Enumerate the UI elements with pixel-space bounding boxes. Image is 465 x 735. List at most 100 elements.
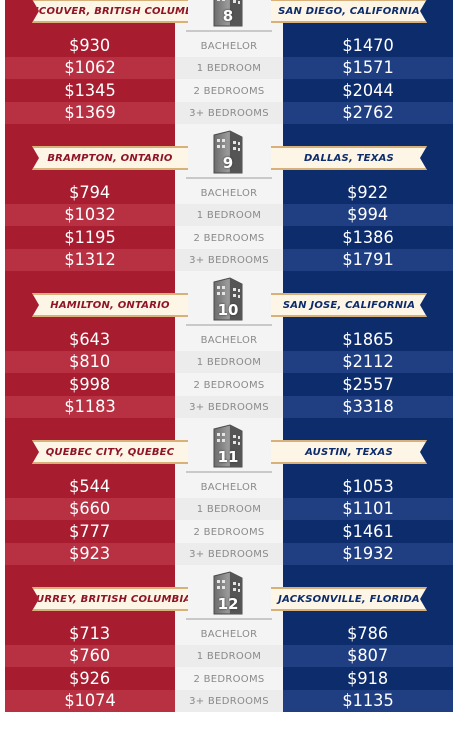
category-cell: 2 BEDROOMS (175, 374, 283, 396)
unit-type-label: 3+ BEDROOMS (189, 401, 269, 413)
unit-type-label: 2 BEDROOMS (193, 232, 265, 244)
usa-city-banner: SAN JOSE, CALIFORNIA (271, 293, 427, 317)
canada-price: $1062 (64, 58, 116, 78)
category-cell: BACHELOR (175, 35, 283, 57)
unit-type-label: 3+ BEDROOMS (189, 254, 269, 266)
price-row: $1032 1 BEDROOM $994 (5, 204, 453, 226)
usa-price-cell: $1470 (283, 35, 453, 57)
canada-price-cell: $1369 (5, 102, 175, 124)
divider (186, 30, 272, 32)
canada-city-banner: VANCOUVER, BRITISH COLUMBIA (32, 0, 188, 23)
usa-price-cell: $2557 (283, 374, 453, 396)
unit-type-label: 2 BEDROOMS (193, 379, 265, 391)
canada-price: $660 (69, 499, 111, 519)
building-icon: 9 (210, 129, 246, 175)
price-row: $1062 1 BEDROOM $1571 (5, 57, 453, 79)
usa-price-cell: $1053 (283, 476, 453, 498)
canada-price-cell: $1195 (5, 227, 175, 249)
rank-number: 10 (217, 301, 239, 319)
canada-price-cell: $777 (5, 521, 175, 543)
usa-price-cell: $1386 (283, 227, 453, 249)
unit-type-label: 1 BEDROOM (196, 356, 262, 368)
city-pair-section: QUEBEC CITY, QUEBEC AUSTIN, TEXAS 11 $544 BA… (0, 424, 465, 588)
canada-price: $1369 (64, 103, 116, 123)
usa-price-cell: $1571 (283, 57, 453, 79)
category-cell: 3+ BEDROOMS (175, 543, 283, 565)
usa-price: $918 (347, 669, 389, 689)
usa-price: $807 (347, 646, 389, 666)
city-pair-section: SURREY, BRITISH COLUMBIA JACKSONVILLE, FL… (0, 571, 465, 735)
usa-price: $3318 (342, 397, 394, 417)
usa-price-cell: $1932 (283, 543, 453, 565)
divider (186, 177, 272, 179)
unit-type-label: 3+ BEDROOMS (189, 695, 269, 707)
category-cell: 2 BEDROOMS (175, 668, 283, 690)
unit-type-label: BACHELOR (200, 40, 258, 52)
canada-city-banner: HAMILTON, ONTARIO (32, 293, 188, 317)
canada-price: $998 (69, 375, 111, 395)
canada-price: $1074 (64, 691, 116, 711)
unit-type-label: 2 BEDROOMS (193, 526, 265, 538)
usa-price-cell: $1101 (283, 498, 453, 520)
usa-price: $1470 (342, 36, 394, 56)
canada-price-cell: $1312 (5, 249, 175, 271)
unit-type-label: 3+ BEDROOMS (189, 107, 269, 119)
canada-price-cell: $1074 (5, 690, 175, 712)
usa-price: $2762 (342, 103, 394, 123)
canada-price: $930 (69, 36, 111, 56)
building-icon: 8 (210, 0, 246, 28)
canada-price-cell: $923 (5, 543, 175, 565)
canada-price: $794 (69, 183, 111, 203)
unit-type-label: 1 BEDROOM (196, 650, 262, 662)
usa-price: $1101 (342, 499, 394, 519)
price-row: $930 BACHELOR $1470 (5, 35, 453, 57)
category-cell: 1 BEDROOM (175, 57, 283, 79)
canada-price: $1195 (64, 228, 116, 248)
unit-type-label: 1 BEDROOM (196, 209, 262, 221)
usa-price: $2112 (342, 352, 394, 372)
canada-city-banner: BRAMPTON, ONTARIO (32, 146, 188, 170)
price-row: $1074 3+ BEDROOMS $1135 (5, 690, 453, 712)
canada-price-cell: $1345 (5, 80, 175, 102)
unit-type-label: 1 BEDROOM (196, 62, 262, 74)
category-cell: 2 BEDROOMS (175, 227, 283, 249)
usa-price: $1932 (342, 544, 394, 564)
category-cell: 2 BEDROOMS (175, 80, 283, 102)
divider (186, 324, 272, 326)
usa-price-cell: $807 (283, 645, 453, 667)
unit-type-label: 2 BEDROOMS (193, 673, 265, 685)
usa-price-cell: $786 (283, 623, 453, 645)
price-row: $660 1 BEDROOM $1101 (5, 498, 453, 520)
unit-type-label: 2 BEDROOMS (193, 85, 265, 97)
price-row: $923 3+ BEDROOMS $1932 (5, 543, 453, 565)
usa-price-cell: $2044 (283, 80, 453, 102)
building-icon: 10 (210, 276, 246, 322)
canada-price: $923 (69, 544, 111, 564)
usa-price: $1571 (342, 58, 394, 78)
price-row: $810 1 BEDROOM $2112 (5, 351, 453, 373)
usa-price: $1386 (342, 228, 394, 248)
usa-price: $1791 (342, 250, 394, 270)
city-pair-section: HAMILTON, ONTARIO SAN JOSE, CALIFORNIA 10 $… (0, 277, 465, 441)
category-cell: 3+ BEDROOMS (175, 102, 283, 124)
canada-city-banner: QUEBEC CITY, QUEBEC (32, 440, 188, 464)
usa-price-cell: $2112 (283, 351, 453, 373)
divider (186, 471, 272, 473)
usa-price-cell: $1865 (283, 329, 453, 351)
canada-price-cell: $810 (5, 351, 175, 373)
unit-type-label: BACHELOR (200, 334, 258, 346)
usa-price-cell: $922 (283, 182, 453, 204)
category-cell: BACHELOR (175, 623, 283, 645)
canada-price-cell: $794 (5, 182, 175, 204)
price-row: $998 2 BEDROOMS $2557 (5, 374, 453, 396)
category-cell: BACHELOR (175, 182, 283, 204)
price-row: $713 BACHELOR $786 (5, 623, 453, 645)
price-row: $794 BACHELOR $922 (5, 182, 453, 204)
category-cell: 3+ BEDROOMS (175, 249, 283, 271)
rank-number: 8 (222, 7, 234, 25)
canada-price: $810 (69, 352, 111, 372)
price-row: $1345 2 BEDROOMS $2044 (5, 80, 453, 102)
divider (186, 618, 272, 620)
price-row: $926 2 BEDROOMS $918 (5, 668, 453, 690)
canada-price: $1312 (64, 250, 116, 270)
